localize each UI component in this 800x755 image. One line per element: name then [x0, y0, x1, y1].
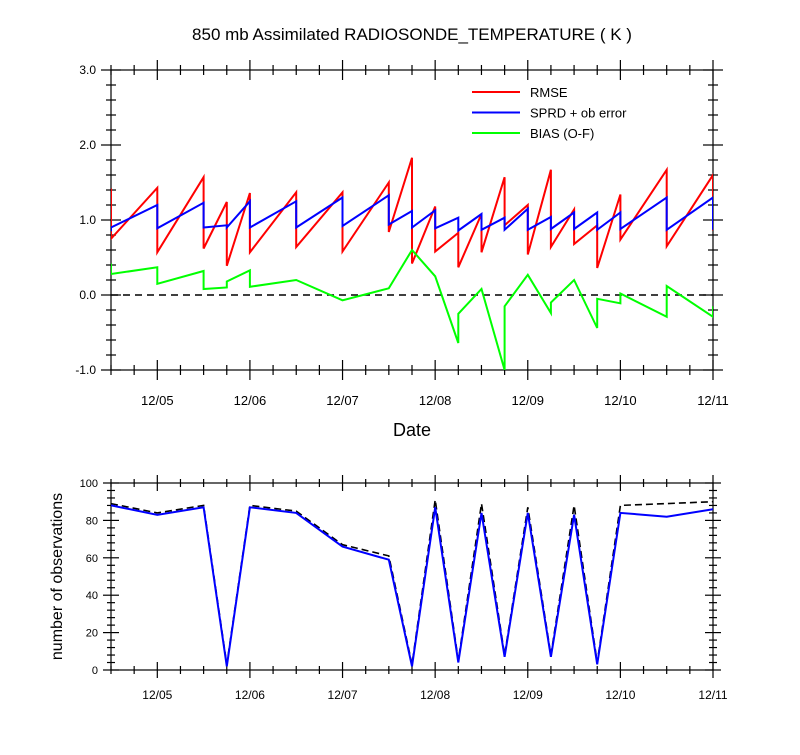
y-tick-label: 3.0: [79, 63, 96, 77]
legend-label: RMSE: [530, 85, 568, 100]
y-tick-label: 20: [86, 628, 98, 640]
series-line-bias-o-f: [111, 248, 713, 370]
y-tick-label: 0: [92, 665, 98, 677]
x-tick-label: 12/09: [513, 688, 543, 702]
y-tick-label: 40: [86, 590, 98, 602]
x-tick-label: 12/08: [419, 393, 452, 408]
series-line-rmse: [111, 157, 713, 269]
y-tick-label: 80: [86, 515, 98, 527]
chart-title: 850 mb Assimilated RADIOSONDE_TEMPERATUR…: [192, 25, 632, 44]
y-tick-label: 2.0: [79, 138, 96, 152]
x-tick-label: 12/05: [142, 688, 172, 702]
y-tick-label: 0.0: [79, 288, 96, 302]
y-tick-label: -1.0: [75, 363, 96, 377]
x-tick-label: 12/10: [605, 688, 635, 702]
x-tick-label: 12/05: [141, 393, 174, 408]
legend-label: BIAS (O-F): [530, 126, 594, 141]
x-tick-label: 12/11: [697, 393, 729, 408]
series-line-sprd-ob-error: [111, 193, 713, 233]
x-tick-label: 12/06: [235, 688, 265, 702]
y-tick-label: 1.0: [79, 213, 96, 227]
x-axis-title: Date: [393, 420, 431, 440]
y-tick-label: 60: [86, 553, 98, 565]
x-tick-label: 12/11: [698, 688, 727, 702]
y-tick-label: 100: [80, 478, 98, 490]
x-tick-label: 12/10: [604, 393, 637, 408]
x-tick-label: 12/07: [326, 393, 359, 408]
series-line-used: [111, 504, 713, 667]
x-tick-label: 12/07: [328, 688, 358, 702]
x-tick-label: 12/09: [511, 393, 544, 408]
x-tick-label: 12/06: [234, 393, 267, 408]
y-axis-title: number of observations: [49, 493, 66, 660]
x-tick-label: 12/08: [420, 688, 450, 702]
legend-label: SPRD + ob error: [530, 106, 627, 121]
